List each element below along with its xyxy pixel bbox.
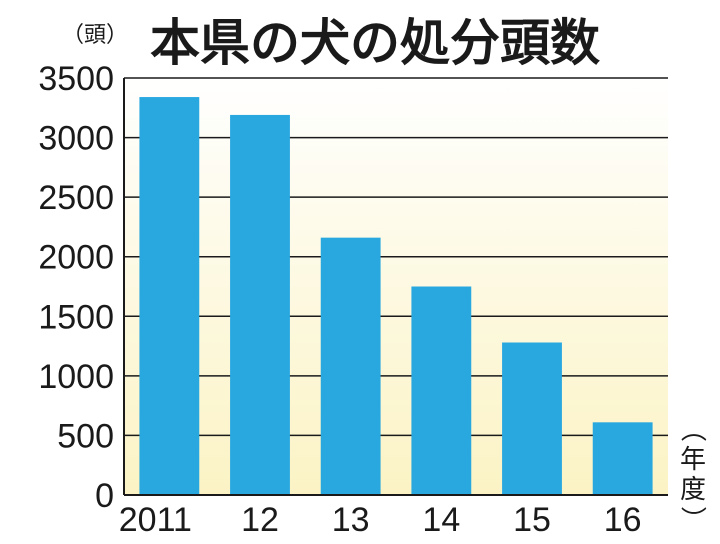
bar-12 bbox=[230, 114, 290, 495]
x-unit-char: 年 bbox=[680, 445, 706, 475]
x-unit-label: （ 年度） bbox=[677, 416, 707, 532]
chart-title: 本県の犬の処分頭数 bbox=[150, 14, 600, 72]
y-tick-label: 2500 bbox=[38, 179, 114, 217]
y-tick-label: 1000 bbox=[38, 358, 114, 396]
y-tick-labels: 0 500 1000 1500 2000 2500 3000 3500 bbox=[38, 60, 114, 515]
x-tick-labels: 2011 12 13 14 15 16 bbox=[119, 501, 642, 539]
x-tick-label: 13 bbox=[332, 501, 370, 539]
y-tick-label: 3500 bbox=[38, 60, 114, 98]
grid-lines bbox=[124, 77, 668, 437]
x-unit-char: （ bbox=[677, 416, 707, 442]
x-unit-char: 度 bbox=[680, 475, 706, 505]
x-tick-label: 16 bbox=[604, 501, 642, 539]
x-tick-label: 12 bbox=[241, 501, 279, 539]
plot-background bbox=[124, 78, 668, 495]
bar-16 bbox=[592, 422, 653, 495]
bar-15 bbox=[502, 342, 562, 495]
y-tick-label: 2000 bbox=[38, 239, 114, 277]
y-tick-label: 0 bbox=[95, 477, 114, 515]
y-tick-label: 500 bbox=[57, 417, 114, 455]
x-unit-char: ） bbox=[677, 506, 707, 532]
y-unit-label: （頭） bbox=[62, 23, 128, 48]
bars bbox=[139, 97, 653, 495]
y-tick-label: 1500 bbox=[38, 298, 114, 336]
bar-13 bbox=[320, 237, 381, 495]
x-tick-label: 2011 bbox=[119, 501, 192, 539]
x-tick-label: 15 bbox=[513, 501, 551, 539]
bar-14 bbox=[411, 286, 472, 495]
y-tick-label: 3000 bbox=[38, 120, 114, 158]
bar-2011 bbox=[139, 97, 200, 495]
x-tick-label: 14 bbox=[422, 501, 460, 539]
